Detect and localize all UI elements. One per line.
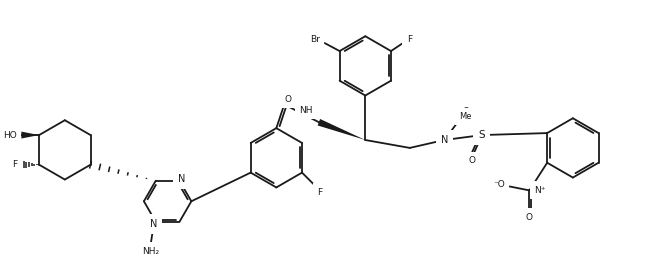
Text: F: F: [317, 188, 322, 197]
Text: NH₂: NH₂: [142, 247, 160, 256]
Text: HO: HO: [3, 130, 16, 139]
Text: ⁻O: ⁻O: [493, 180, 505, 189]
Text: Br: Br: [310, 35, 320, 44]
Text: N⁺: N⁺: [534, 186, 546, 195]
Text: Me: Me: [459, 112, 472, 121]
Text: S: S: [479, 130, 485, 140]
Text: O: O: [526, 213, 533, 221]
Text: O: O: [468, 156, 475, 165]
Text: F: F: [12, 160, 17, 169]
Text: N: N: [441, 135, 448, 145]
Text: O: O: [285, 95, 292, 104]
Text: NH: NH: [299, 106, 313, 115]
Text: Me: Me: [464, 116, 477, 125]
Text: N: N: [178, 174, 185, 184]
Text: F: F: [407, 35, 412, 44]
Text: N: N: [150, 219, 158, 229]
Text: HO: HO: [0, 130, 14, 139]
Polygon shape: [21, 132, 39, 139]
Text: O: O: [463, 107, 470, 116]
Polygon shape: [318, 119, 365, 140]
